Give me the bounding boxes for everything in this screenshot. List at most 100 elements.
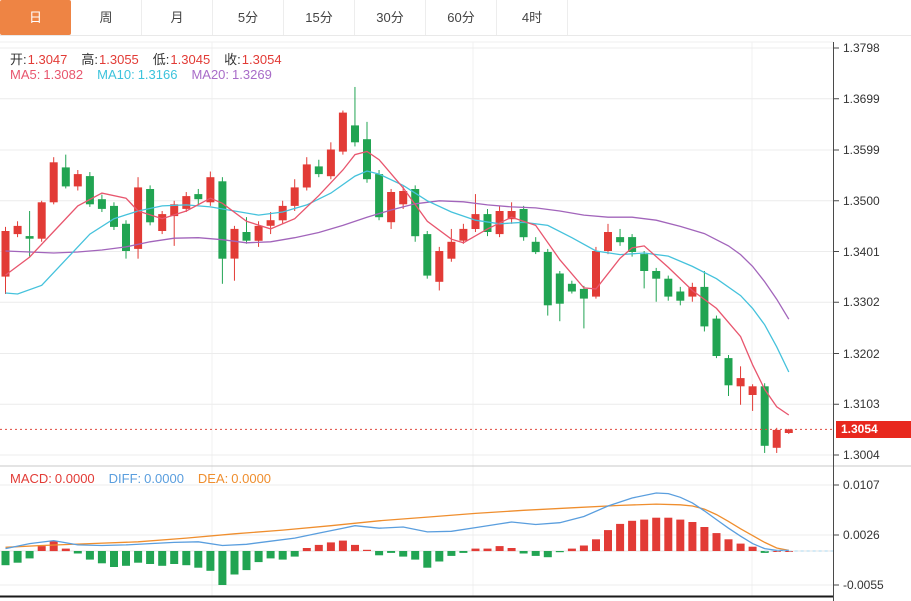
macd-histogram-bar xyxy=(447,551,456,556)
legend-value: 1.3055 xyxy=(99,52,139,67)
macd-histogram-bar xyxy=(712,533,721,551)
candle-body xyxy=(676,291,685,301)
legend-label: MA5: xyxy=(10,67,41,82)
macd-histogram-bar xyxy=(85,551,94,560)
legend-ma-item: MA5: 1.3082 xyxy=(10,67,83,82)
candle-body xyxy=(134,187,143,249)
legend-ma-item: MA20: 1.3269 xyxy=(191,67,271,82)
macd-histogram-bar xyxy=(218,551,227,585)
candle-body xyxy=(567,283,576,292)
macd-histogram-bar xyxy=(25,551,34,559)
macd-histogram-bar xyxy=(579,545,588,552)
tab-30min[interactable]: 30分 xyxy=(355,0,426,35)
candle-body xyxy=(13,225,22,235)
macd-histogram-bar xyxy=(411,551,420,560)
axis-tick-label: 1.3103 xyxy=(843,397,880,412)
tab-weekly[interactable]: 周 xyxy=(71,0,142,35)
candle-body xyxy=(1,231,10,277)
candle-body xyxy=(423,234,432,276)
macd-histogram-bar xyxy=(338,540,347,552)
current-price-badge: 1.3054 xyxy=(836,420,911,438)
axis-tick-label: 1.3599 xyxy=(843,143,880,157)
macd-histogram-bar xyxy=(688,522,697,551)
macd-histogram-bar xyxy=(567,548,576,552)
axis-tick-label: 1.3202 xyxy=(843,346,880,361)
macd-histogram-bar xyxy=(507,548,516,552)
legend-macd-item: MACD: 0.0000 xyxy=(10,471,95,486)
tab-monthly[interactable]: 月 xyxy=(142,0,213,35)
legend-label: 收: xyxy=(224,52,241,67)
candle-body xyxy=(628,237,637,252)
macd-histogram-bar xyxy=(399,551,408,557)
legend-label: 低: xyxy=(152,52,170,67)
legend-label: DIFF: xyxy=(108,471,142,486)
macd-histogram-bar xyxy=(170,551,179,564)
candle-body xyxy=(158,214,167,231)
legend-ohlc-item: 开:1.3047 xyxy=(10,52,67,67)
macd-histogram-bar xyxy=(652,517,661,551)
macd-histogram-bar xyxy=(302,548,311,552)
macd-histogram-bar xyxy=(290,551,299,557)
candle-body xyxy=(604,232,612,251)
macd-histogram-bar xyxy=(483,548,492,552)
candle-body xyxy=(218,181,227,259)
legend-value: 0.0000 xyxy=(231,471,272,486)
candle-body xyxy=(302,164,311,188)
candle-body xyxy=(110,205,118,227)
macd-histogram-bar xyxy=(134,551,143,563)
macd-histogram-bar xyxy=(278,551,287,560)
legend-ohlc-item: 收:1.3054 xyxy=(224,52,281,67)
legend-label: DEA: xyxy=(197,471,229,486)
legend-label: MACD: xyxy=(10,471,52,486)
candle-body xyxy=(471,214,480,229)
axis-tick-label: 0.0107 xyxy=(843,478,880,492)
macd-histogram-bar xyxy=(664,517,673,551)
macd-histogram-bar xyxy=(700,527,709,552)
candle-body xyxy=(411,189,420,237)
axis-tick-label: 1.3302 xyxy=(843,295,880,310)
macd-histogram-bar xyxy=(375,551,384,556)
macd-histogram-bar xyxy=(242,551,251,571)
macd-histogram-bar xyxy=(543,551,552,558)
candle-body xyxy=(555,273,564,304)
macd-histogram-bar xyxy=(555,551,564,553)
macd-histogram-bar xyxy=(459,551,468,553)
axis-tick-label: 0.0026 xyxy=(843,528,880,542)
candle-body xyxy=(351,125,359,143)
legend-value: 1.3054 xyxy=(241,52,282,67)
tab-60min[interactable]: 60分 xyxy=(426,0,497,35)
macd-histogram-bar xyxy=(230,551,239,575)
chart-plot-area[interactable] xyxy=(0,35,835,597)
macd-histogram-bar xyxy=(37,546,46,551)
candle-body xyxy=(375,174,384,218)
tab-15min[interactable]: 15分 xyxy=(284,0,355,35)
candle-body xyxy=(85,176,94,205)
tab-5min[interactable]: 5分 xyxy=(213,0,284,35)
tab-4hour[interactable]: 4时 xyxy=(497,0,568,35)
axis-tick-label: 1.3699 xyxy=(843,91,880,106)
candle-body xyxy=(182,196,191,209)
tab-daily[interactable]: 日 xyxy=(0,0,71,35)
macd-histogram-bar xyxy=(748,546,757,551)
macd-histogram-bar xyxy=(423,551,432,568)
macd-histogram-bar xyxy=(676,519,685,552)
macd-histogram-bar xyxy=(724,539,733,551)
macd-histogram-bar xyxy=(1,551,10,566)
candle-body xyxy=(459,228,468,241)
axis-tick-label: 1.3500 xyxy=(843,193,880,208)
macd-histogram-bar xyxy=(110,551,118,567)
macd-histogram-bar xyxy=(616,523,625,552)
ohlc-legend: 开:1.3047 高:1.3055 低:1.3045 收:1.3054 xyxy=(10,49,296,68)
ma-legend: MA5: 1.3082 MA10: 1.3166 MA20: 1.3269 xyxy=(10,67,286,82)
candle-body xyxy=(543,252,552,306)
macd-histogram-bar xyxy=(206,551,215,571)
candle-body xyxy=(507,211,516,220)
axis-tick-label: 1.3401 xyxy=(843,244,880,259)
candle-body xyxy=(399,191,408,205)
candle-body xyxy=(37,202,46,239)
legend-value: 1.3047 xyxy=(27,52,68,67)
candle-body xyxy=(146,189,155,223)
candle-body xyxy=(616,237,625,243)
legend-ohlc-item: 低:1.3045 xyxy=(153,52,210,67)
